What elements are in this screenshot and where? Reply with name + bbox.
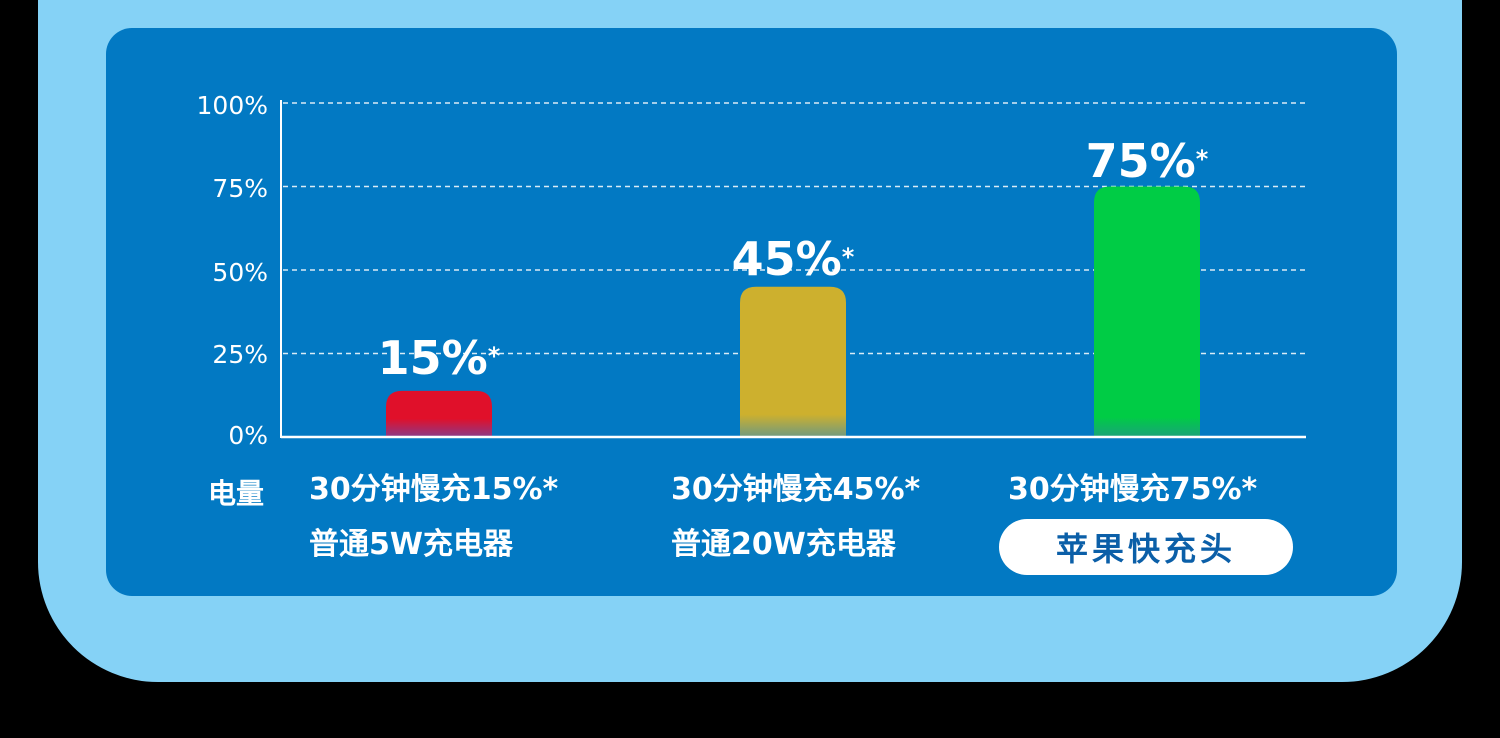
- charge-label-3: 30分钟慢充75%*: [1008, 472, 1258, 507]
- category-label-1: 普通5W充电器: [309, 527, 513, 562]
- y-tick-50: 50%: [212, 258, 268, 287]
- y-tick-100: 100%: [196, 91, 268, 120]
- highlight-category-pill: 苹果快充头: [999, 519, 1293, 575]
- category-label-2: 普通20W充电器: [671, 527, 896, 562]
- bar-3: [1094, 186, 1200, 437]
- charge-label-2: 30分钟慢充45%*: [671, 472, 921, 507]
- value-label-45: 45%*: [731, 232, 855, 286]
- bar-1: [386, 390, 492, 437]
- charge-label-1: 30分钟慢充15%*: [309, 472, 559, 507]
- value-label-15: 15%*: [377, 331, 501, 385]
- y-tick-75: 75%: [212, 174, 268, 203]
- y-tick-25: 25%: [212, 340, 268, 369]
- value-label-75: 75%*: [1085, 134, 1209, 188]
- y-tick-0: 0%: [228, 421, 268, 450]
- bar-2: [740, 286, 846, 437]
- row-label: 电量: [208, 477, 265, 510]
